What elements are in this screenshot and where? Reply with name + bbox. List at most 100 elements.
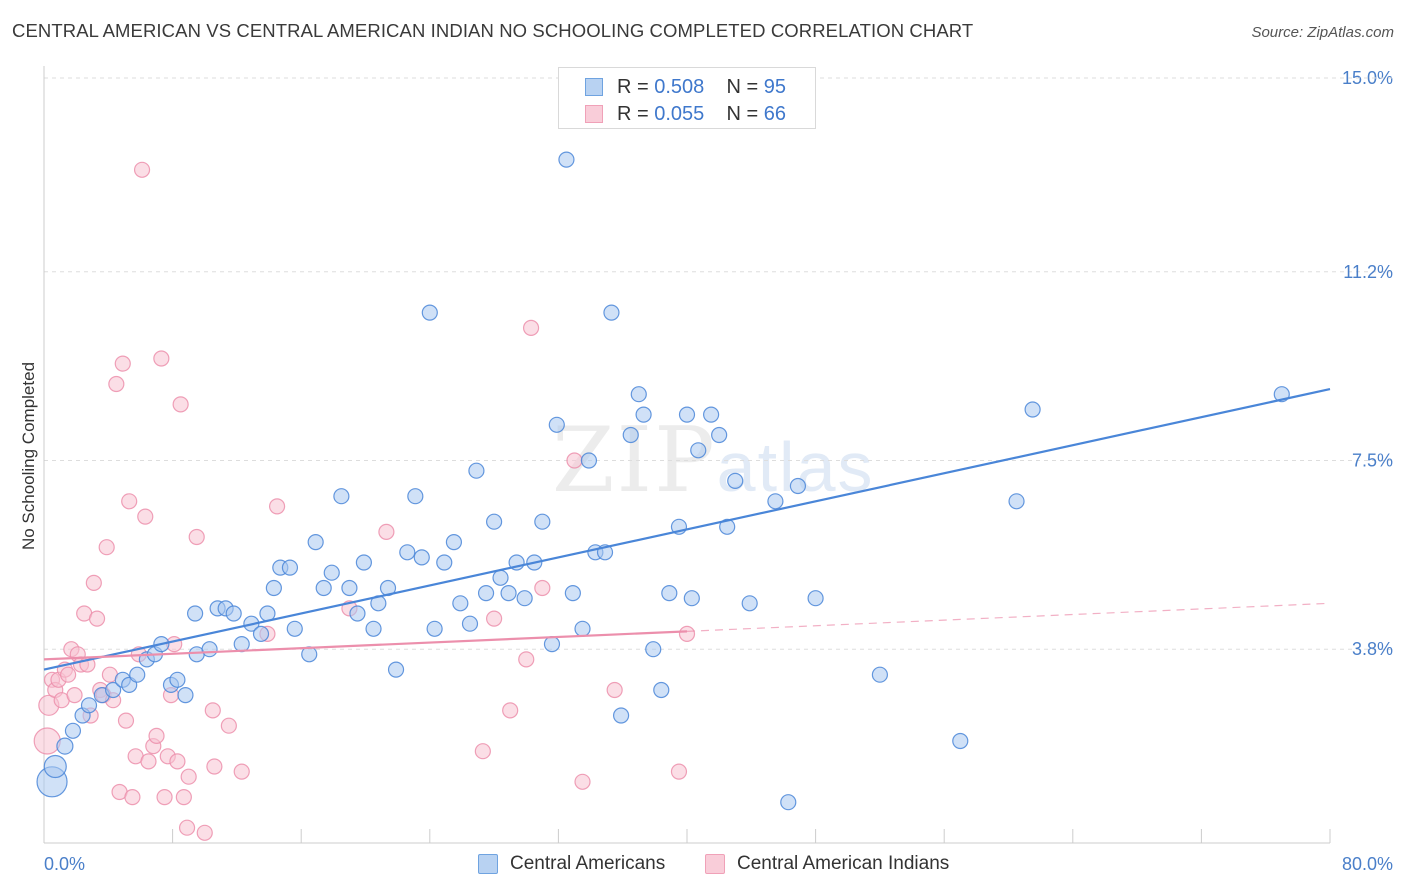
point-central-american-indians bbox=[85, 574, 102, 592]
point-central-americans bbox=[252, 625, 270, 643]
point-central-americans bbox=[341, 579, 358, 597]
point-central-american-indians bbox=[233, 763, 250, 780]
point-central-americans bbox=[323, 564, 340, 581]
point-central-american-indians bbox=[108, 375, 125, 393]
point-central-americans bbox=[645, 641, 662, 658]
point-central-americans bbox=[564, 584, 581, 602]
point-central-americans bbox=[233, 635, 250, 653]
point-central-americans bbox=[436, 554, 453, 571]
point-central-american-indians bbox=[140, 753, 157, 770]
point-central-american-indians bbox=[175, 788, 192, 806]
point-central-americans bbox=[333, 488, 350, 505]
point-central-americans bbox=[543, 635, 561, 653]
point-central-americans bbox=[399, 544, 416, 561]
point-central-american-indians bbox=[33, 727, 61, 755]
source-credit: Source: ZipAtlas.com bbox=[1251, 24, 1394, 41]
point-central-americans bbox=[500, 584, 517, 602]
point-central-americans bbox=[169, 671, 186, 688]
point-central-americans bbox=[952, 732, 969, 750]
point-central-americans bbox=[767, 493, 784, 510]
point-central-american-indians bbox=[169, 753, 186, 770]
point-central-americans bbox=[80, 697, 98, 714]
y-axis-title: No Schooling Completed bbox=[19, 362, 38, 550]
legend-swatch-blue bbox=[585, 78, 603, 96]
point-central-americans bbox=[516, 590, 533, 607]
point-central-american-indians bbox=[486, 610, 503, 627]
trendline-central-american-indians bbox=[43, 630, 688, 661]
point-central-americans bbox=[307, 533, 324, 551]
point-central-americans bbox=[286, 620, 303, 637]
point-central-american-indians bbox=[137, 508, 154, 525]
point-central-americans bbox=[1024, 401, 1041, 418]
point-central-american-indians bbox=[670, 763, 688, 780]
point-central-americans bbox=[461, 615, 479, 632]
legend-r-label: R = bbox=[617, 103, 655, 125]
point-central-americans bbox=[574, 620, 591, 637]
point-central-american-indians bbox=[502, 702, 519, 719]
point-central-americans bbox=[683, 590, 700, 607]
point-central-americans bbox=[486, 513, 503, 530]
point-central-americans bbox=[653, 681, 670, 699]
point-central-american-indians bbox=[574, 773, 591, 790]
point-central-americans bbox=[468, 462, 485, 479]
point-central-americans bbox=[477, 584, 495, 602]
point-central-americans bbox=[635, 406, 652, 423]
point-central-americans bbox=[105, 681, 122, 699]
point-central-americans bbox=[64, 722, 82, 739]
legend-r-value: 0.508 bbox=[654, 76, 705, 98]
point-central-americans bbox=[201, 641, 218, 658]
point-central-americans bbox=[43, 754, 67, 779]
point-central-americans bbox=[129, 666, 146, 683]
point-central-american-indians bbox=[606, 681, 623, 699]
point-central-american-indians bbox=[117, 712, 135, 729]
trendline-central-american-indians-extension bbox=[686, 602, 1331, 632]
point-central-americans bbox=[807, 590, 824, 607]
point-central-americans bbox=[678, 406, 696, 423]
point-central-americans bbox=[789, 477, 807, 495]
point-central-americans bbox=[711, 426, 728, 444]
point-central-americans bbox=[421, 304, 438, 321]
point-central-american-indians bbox=[522, 319, 540, 336]
point-central-american-indians bbox=[178, 819, 196, 836]
point-central-americans bbox=[741, 595, 758, 612]
point-central-americans bbox=[281, 559, 299, 576]
point-central-american-indians bbox=[188, 528, 205, 546]
point-central-american-indians bbox=[88, 610, 106, 627]
point-central-americans bbox=[871, 666, 889, 683]
point-central-americans bbox=[603, 304, 620, 321]
legend-swatch-pink bbox=[585, 105, 603, 123]
point-central-american-indians bbox=[172, 396, 189, 413]
y-tick-label: 7.5% bbox=[1352, 451, 1393, 471]
point-central-americans bbox=[225, 605, 242, 622]
trendline-central-americans bbox=[43, 388, 1331, 671]
point-central-americans bbox=[452, 595, 469, 612]
legend-n-label: N = bbox=[726, 76, 764, 98]
point-central-american-indians bbox=[378, 523, 395, 541]
point-central-americans bbox=[265, 579, 282, 597]
point-central-american-indians bbox=[196, 824, 213, 841]
point-central-american-indians bbox=[204, 702, 221, 719]
point-central-americans bbox=[580, 452, 598, 469]
point-central-american-indians bbox=[114, 355, 131, 372]
point-central-americans bbox=[187, 605, 204, 622]
stats-legend: R = 0.508 N = 95 R = 0.055 N = 66 bbox=[558, 67, 816, 129]
point-central-american-indians bbox=[66, 686, 83, 704]
point-central-american-indians bbox=[180, 768, 197, 785]
point-central-americans bbox=[661, 584, 678, 602]
bottom-legend-swatch-pink bbox=[705, 854, 725, 874]
point-central-americans bbox=[727, 472, 744, 489]
point-central-americans bbox=[407, 488, 424, 505]
point-central-americans bbox=[1008, 493, 1025, 510]
point-central-americans bbox=[558, 151, 575, 168]
point-central-americans bbox=[780, 794, 797, 811]
point-central-american-indians bbox=[518, 651, 535, 668]
point-central-americans bbox=[365, 620, 382, 637]
bottom-legend-label: Central Americans bbox=[510, 853, 666, 874]
point-central-americans bbox=[534, 513, 551, 530]
legend-text: R = 0.508 N = 95 bbox=[617, 76, 786, 99]
point-central-americans bbox=[426, 620, 443, 637]
point-central-americans bbox=[387, 661, 405, 678]
legend-n-value: 66 bbox=[763, 103, 787, 125]
point-central-american-indians bbox=[220, 717, 237, 734]
